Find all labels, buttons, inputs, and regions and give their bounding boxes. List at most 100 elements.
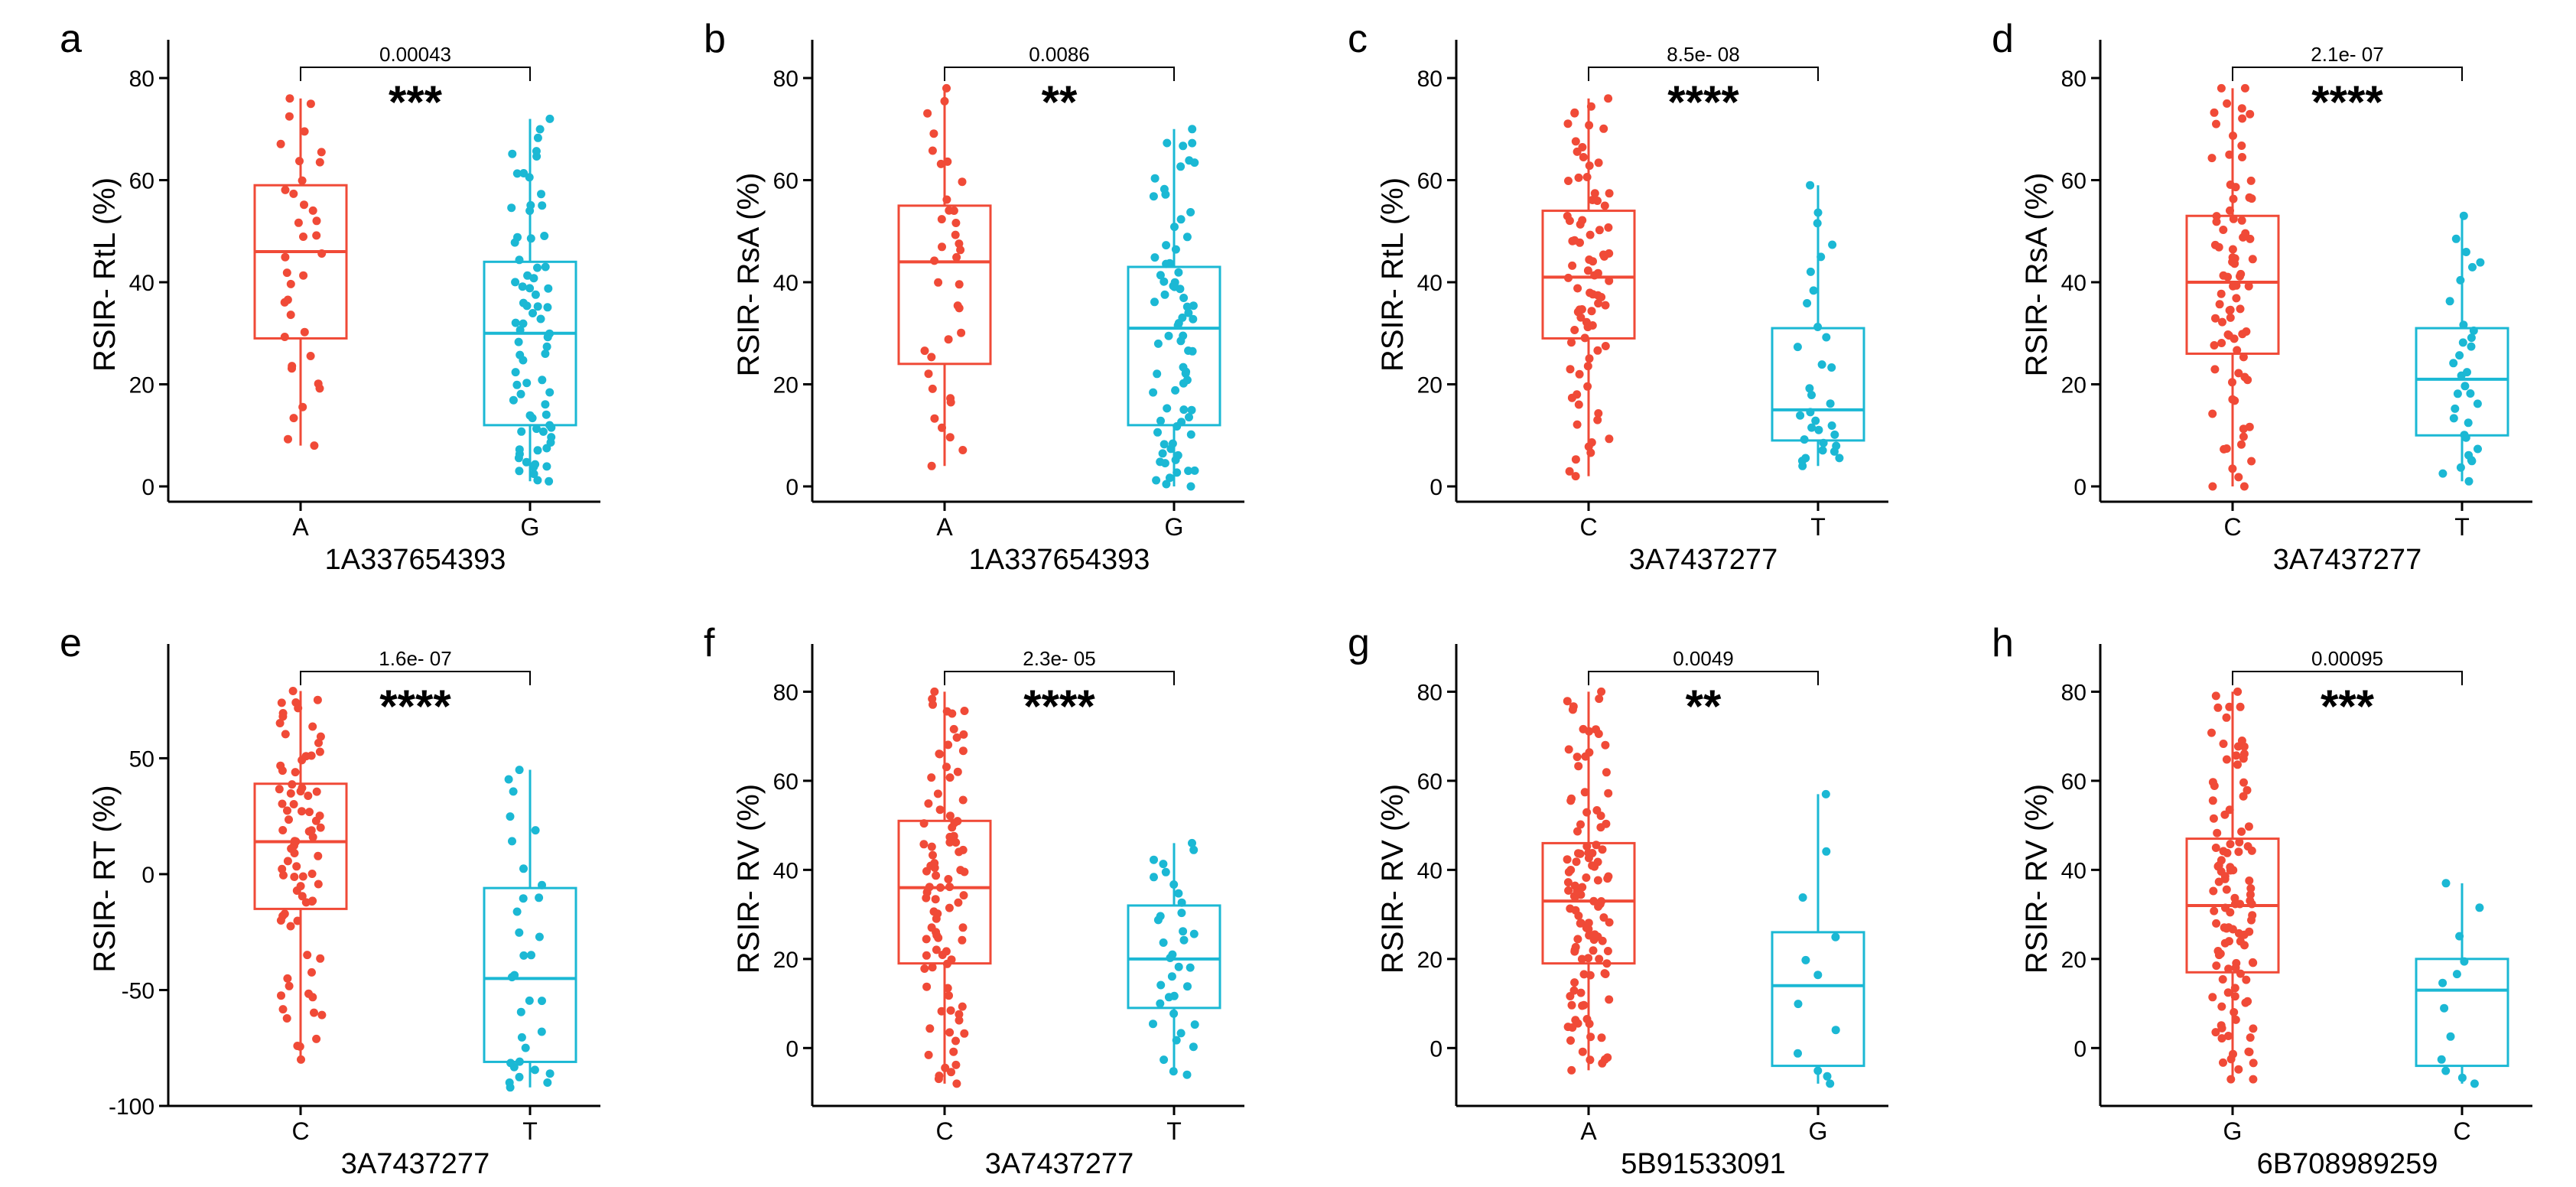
data-point: [537, 1027, 546, 1036]
data-point: [541, 262, 550, 272]
panel-e: e -100 -50 0 50 RSIR- RT (%) C T 3A7437277 1.6e- …: [60, 621, 600, 1180]
data-point: [278, 826, 288, 834]
data-point: [1573, 390, 1582, 399]
data-point: [516, 326, 525, 334]
x-tick-label: T: [1166, 1117, 1182, 1145]
data-point: [278, 1005, 288, 1014]
data-point: [2225, 805, 2234, 815]
data-point: [1189, 1042, 1198, 1052]
data-point: [945, 773, 955, 782]
data-point: [940, 96, 949, 106]
data-point: [2244, 281, 2253, 291]
data-point: [2467, 342, 2476, 351]
data-point: [2475, 903, 2484, 912]
data-point: [315, 747, 324, 756]
data-point: [1174, 962, 1183, 971]
data-point: [2237, 440, 2246, 449]
data-point: [1150, 873, 1158, 882]
data-point: [2224, 331, 2233, 340]
data-point: [922, 982, 932, 991]
data-point: [286, 279, 295, 288]
data-point: [2214, 861, 2223, 870]
data-point: [2222, 444, 2231, 453]
data-point: [317, 249, 327, 258]
data-point: [1179, 294, 1189, 302]
data-point: [294, 218, 303, 227]
data-point: [521, 1043, 530, 1052]
data-point: [1165, 473, 1174, 483]
data-point: [949, 724, 958, 733]
data-point: [2226, 206, 2234, 215]
data-point: [1571, 472, 1580, 481]
y-tick-label: 80: [2061, 67, 2086, 92]
y-tick-label: 20: [2061, 372, 2086, 398]
data-point: [942, 947, 951, 956]
data-point: [1585, 161, 1594, 171]
data-point: [306, 99, 315, 109]
data-point: [1798, 893, 1807, 902]
x-axis-label: 1A337654393: [325, 544, 506, 576]
data-point: [1803, 299, 1812, 307]
data-point: [1831, 1026, 1840, 1035]
data-point: [945, 883, 955, 892]
data-point: [538, 376, 547, 385]
data-point: [1150, 855, 1158, 864]
data-point: [1586, 230, 1595, 239]
data-point: [1796, 411, 1805, 420]
data-point: [2249, 1059, 2258, 1068]
data-point: [2224, 923, 2233, 932]
data-point: [933, 909, 942, 919]
data-point: [533, 263, 542, 272]
data-point: [1605, 276, 1614, 285]
data-point: [934, 278, 943, 287]
data-point: [1160, 277, 1169, 286]
data-point: [288, 687, 298, 695]
data-point: [1179, 331, 1188, 340]
data-point: [308, 206, 317, 215]
data-point: [1599, 124, 1608, 133]
data-point: [2225, 937, 2233, 946]
data-point: [944, 740, 953, 750]
data-point: [930, 859, 939, 868]
data-point: [938, 423, 946, 432]
data-point: [541, 400, 550, 409]
data-point: [1604, 94, 1613, 103]
data-point: [2460, 957, 2469, 966]
data-point: [1827, 421, 1836, 430]
data-point: [946, 1006, 955, 1015]
data-point: [535, 893, 544, 902]
x-axis-label: 3A7437277: [341, 1148, 490, 1180]
data-point: [1149, 192, 1158, 201]
box-group-G: [483, 114, 577, 486]
y-tick-label: 40: [1417, 271, 1442, 296]
data-point: [2464, 418, 2473, 428]
data-point: [281, 185, 290, 194]
data-point: [2463, 368, 2471, 377]
box-iqr: [253, 184, 348, 340]
data-point: [535, 125, 545, 134]
data-point: [1801, 955, 1810, 964]
data-point: [2441, 1066, 2451, 1075]
data-point: [928, 384, 937, 393]
data-point: [1179, 405, 1189, 415]
box-iqr: [483, 260, 577, 427]
data-point: [283, 295, 292, 304]
data-point: [2211, 314, 2220, 323]
data-point: [283, 806, 291, 815]
data-point: [924, 1050, 933, 1059]
data-point: [538, 997, 546, 1006]
data-point: [929, 129, 938, 138]
data-point: [1582, 873, 1591, 882]
data-point: [1570, 108, 1579, 117]
data-point: [542, 342, 551, 351]
data-point: [2461, 382, 2470, 391]
data-point: [2212, 919, 2221, 928]
data-point: [927, 842, 936, 851]
data-point: [2244, 822, 2253, 831]
data-point: [2455, 932, 2464, 941]
data-point: [277, 991, 285, 1000]
data-point: [1584, 442, 1593, 451]
box-iqr: [1127, 904, 1221, 1010]
data-point: [2218, 317, 2226, 327]
